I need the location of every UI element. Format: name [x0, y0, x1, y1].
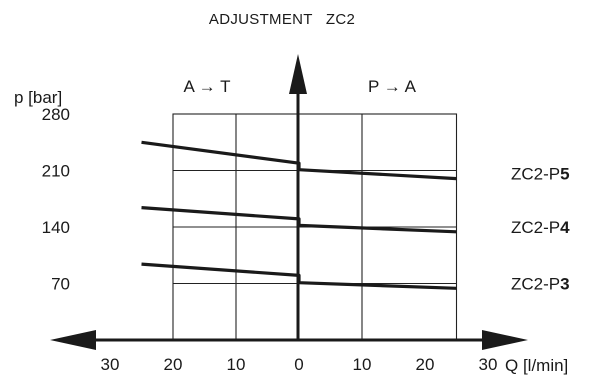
x-tick-label: 10: [227, 355, 246, 374]
y-tick-label: 280: [42, 105, 70, 124]
y-tick-label: 70: [51, 275, 70, 294]
region-right-label: P → A: [368, 77, 417, 96]
x-axis-label: Q [l/min]: [505, 356, 568, 375]
y-tick-label: 210: [42, 162, 70, 181]
chart-series: ZC2-P5 ZC2-P4 ZC2-P3: [141, 140, 570, 293]
y-axis-arrow: [289, 54, 307, 94]
x-tick-label: 30: [101, 355, 120, 374]
y-tick-label: 140: [42, 218, 70, 237]
chart-axes: [50, 54, 528, 350]
series-label-p3: ZC2-P3: [511, 274, 570, 293]
series-label-p5: ZC2-P5: [511, 165, 570, 184]
series-line-p3: [141, 262, 457, 290]
x-tick-label: 20: [164, 355, 183, 374]
chart-title: ADJUSTMENT ZC2: [209, 11, 355, 28]
series-line-p4: [141, 206, 457, 234]
series-label-p4: ZC2-P4: [511, 218, 570, 237]
x-tick-label: 10: [353, 355, 372, 374]
x-axis-right-arrow: [482, 330, 528, 350]
x-tick-label: 0: [294, 355, 303, 374]
y-axis-label: p [bar]: [14, 88, 62, 107]
x-tick-label: 30: [479, 355, 498, 374]
chart-ticks: 30 20 10 0 10 20 30 70 140 210 280: [42, 105, 498, 374]
series-line-p5: [141, 140, 457, 181]
x-axis-left-arrow: [50, 330, 96, 350]
x-tick-label: 20: [416, 355, 435, 374]
region-left-label: A → T: [184, 77, 231, 96]
